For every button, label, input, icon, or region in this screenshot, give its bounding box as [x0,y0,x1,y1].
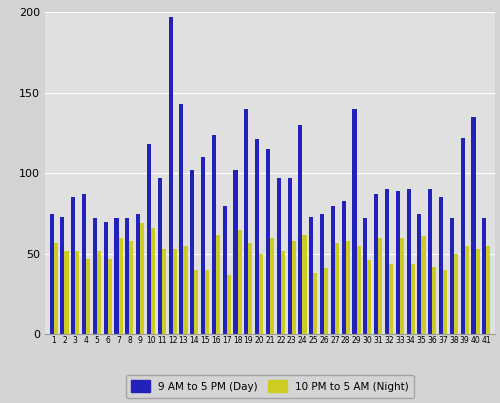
Bar [205,270,209,334]
Bar [266,149,270,334]
Bar [140,223,144,334]
Bar [422,236,426,334]
Bar [482,218,486,334]
Bar [126,218,130,334]
Bar [238,230,242,334]
Bar [71,197,76,334]
Bar [255,139,259,334]
Bar [222,206,226,334]
Bar [389,264,393,334]
Bar [158,178,162,334]
Bar [64,251,68,334]
Bar [331,206,335,334]
Bar [443,270,447,334]
Bar [460,138,464,334]
Bar [418,214,422,334]
Bar [476,249,480,334]
Bar [216,235,220,334]
Bar [314,273,318,334]
Bar [400,238,404,334]
Bar [324,268,328,334]
Bar [130,241,134,334]
Bar [97,251,101,334]
Bar [180,104,184,334]
Bar [201,157,205,334]
Bar [54,243,58,334]
Bar [378,238,382,334]
Bar [190,170,194,334]
Bar [356,246,360,334]
Bar [50,214,54,334]
Bar [428,189,432,334]
Bar [385,189,389,334]
Bar [82,194,86,334]
Bar [244,109,248,334]
Bar [363,218,368,334]
Bar [194,270,198,334]
Bar [248,243,252,334]
Bar [86,259,90,334]
Bar [450,218,454,334]
Bar [104,222,108,334]
Bar [93,218,97,334]
Bar [162,249,166,334]
Bar [108,259,112,334]
Bar [136,214,140,334]
Bar [168,17,172,334]
Bar [226,275,231,334]
Bar [60,217,64,334]
Legend: 9 AM to 5 PM (Day), 10 PM to 5 AM (Night): 9 AM to 5 PM (Day), 10 PM to 5 AM (Night… [126,375,414,398]
Bar [472,117,476,334]
Bar [184,246,188,334]
Bar [486,246,490,334]
Bar [396,191,400,334]
Bar [368,260,372,334]
Bar [259,254,264,334]
Bar [335,243,339,334]
Bar [151,228,155,334]
Bar [374,194,378,334]
Bar [76,251,80,334]
Bar [464,246,469,334]
Bar [454,254,458,334]
Bar [309,217,314,334]
Bar [292,241,296,334]
Bar [320,214,324,334]
Bar [410,264,414,334]
Bar [302,235,306,334]
Bar [118,238,122,334]
Bar [406,189,410,334]
Bar [288,178,292,334]
Bar [234,170,237,334]
Bar [212,135,216,334]
Bar [352,109,356,334]
Bar [281,251,285,334]
Bar [342,201,345,334]
Bar [346,241,350,334]
Bar [276,178,281,334]
Bar [147,144,151,334]
Bar [114,218,118,334]
Bar [298,125,302,334]
Bar [439,197,443,334]
Bar [172,249,177,334]
Bar [432,267,436,334]
Bar [270,238,274,334]
